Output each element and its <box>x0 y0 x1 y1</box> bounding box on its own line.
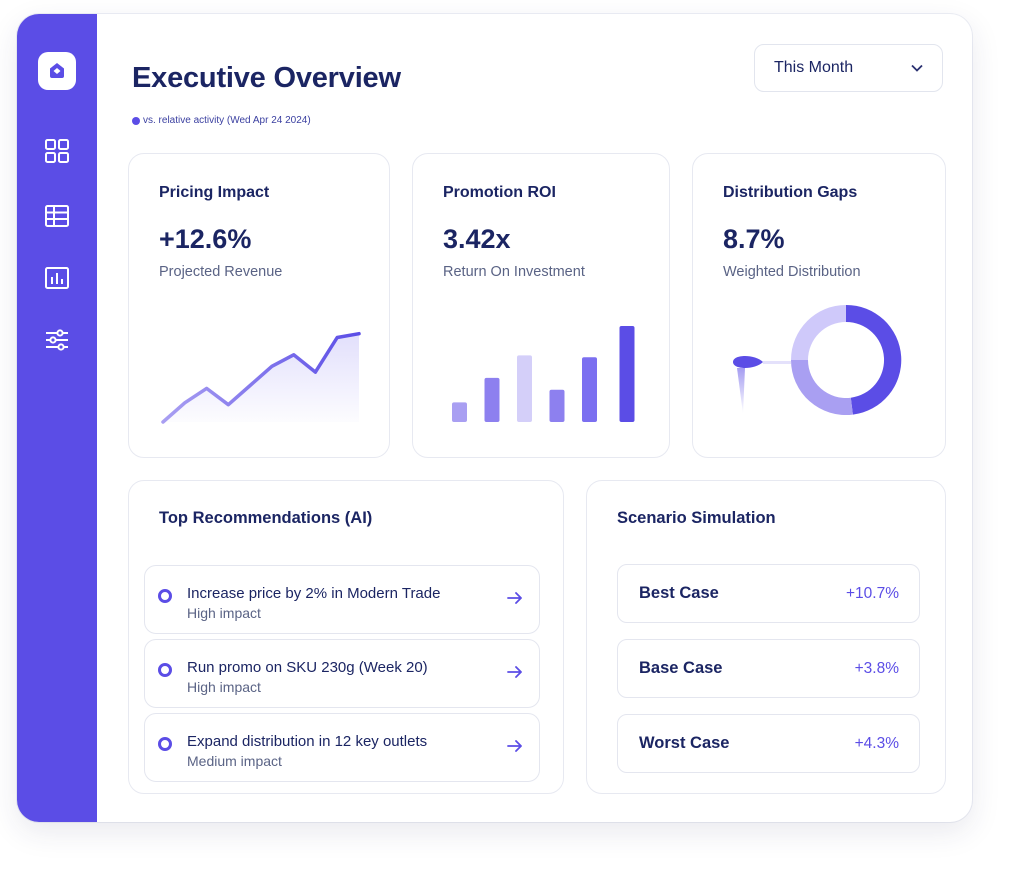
bar-chart-bar <box>619 326 635 422</box>
kpi-value: 3.42x <box>443 224 511 254</box>
scenario-value: +4.3% <box>854 734 899 752</box>
recommendation-impact: Medium impact <box>187 753 282 769</box>
bar-chart <box>452 326 635 422</box>
donut-slice <box>791 360 853 416</box>
recommendation-item[interactable]: Run promo on SKU 230g (Week 20) High imp… <box>144 639 540 708</box>
donut-pointer-marker <box>733 356 763 368</box>
donut-chart <box>733 304 902 416</box>
recommendation-impact: High impact <box>187 605 261 621</box>
donut-slice <box>791 305 846 360</box>
scenario-name: Worst Case <box>639 734 730 752</box>
bar-chart-bar <box>549 389 565 422</box>
kpi-subtitle: Projected Revenue <box>159 264 283 280</box>
recommendation-title: Increase price by 2% in Modern Trade <box>187 585 441 602</box>
scenario-worst-case[interactable]: Worst Case +4.3% <box>617 714 920 773</box>
page-subtitle: vs. relative activity (Wed Apr 24 2024) <box>132 115 311 126</box>
recommendations-title: Top Recommendations (AI) <box>159 509 373 527</box>
main-content: Executive Overview vs. relative activity… <box>97 14 972 822</box>
kpi-card-distribution[interactable]: Distribution Gaps 8.7% Weighted Distribu… <box>692 153 946 458</box>
page-title: Executive Overview <box>132 62 401 94</box>
bar-chart-bar <box>582 357 597 422</box>
sidebar <box>17 14 97 822</box>
kpi-title: Pricing Impact <box>159 184 270 201</box>
arrow-right-icon[interactable] <box>505 588 525 608</box>
scenario-best-case[interactable]: Best Case +10.7% <box>617 564 920 623</box>
scenario-value: +3.8% <box>854 659 899 677</box>
bullet-icon <box>158 737 172 751</box>
bar-chart-icon[interactable] <box>43 264 71 292</box>
period-select-value: This Month <box>774 59 854 76</box>
sliders-icon[interactable] <box>43 326 71 354</box>
kpi-title: Promotion ROI <box>443 184 556 201</box>
app-logo-icon[interactable] <box>38 52 76 90</box>
arrow-right-icon[interactable] <box>505 662 525 682</box>
kpi-title: Distribution Gaps <box>723 184 858 201</box>
scenario-base-case[interactable]: Base Case +3.8% <box>617 639 920 698</box>
kpi-value: +12.6% <box>159 224 252 254</box>
status-dot-icon <box>132 116 140 125</box>
kpi-card-promotion[interactable]: Promotion ROI 3.42x Return On Investment <box>412 153 670 458</box>
bar-chart-bar <box>452 402 467 422</box>
period-select[interactable]: This Month <box>754 44 943 92</box>
recommendation-item[interactable]: Increase price by 2% in Modern Trade Hig… <box>144 565 540 634</box>
app-window: Executive Overview vs. relative activity… <box>17 14 972 822</box>
arrow-right-icon[interactable] <box>505 736 525 756</box>
recommendation-impact: High impact <box>187 679 261 695</box>
bar-chart-bar <box>484 377 500 422</box>
donut-slice <box>846 304 902 415</box>
recommendation-title: Expand distribution in 12 key outlets <box>187 733 428 750</box>
donut-pointer-shadow <box>737 368 745 414</box>
kpi-subtitle: Weighted Distribution <box>723 264 861 280</box>
dashboard-grid-icon[interactable] <box>43 137 71 165</box>
chevron-down-icon <box>911 64 923 72</box>
table-icon[interactable] <box>43 202 71 230</box>
subtitle-text: vs. relative activity (Wed Apr 24 2024) <box>143 115 311 126</box>
donut-pointer-line <box>763 361 791 364</box>
kpi-value: 8.7% <box>723 224 785 254</box>
scenario-title: Scenario Simulation <box>617 509 776 527</box>
bullet-icon <box>158 663 172 677</box>
bullet-icon <box>158 589 172 603</box>
bar-chart-bar <box>517 355 532 422</box>
scenario-name: Best Case <box>639 584 719 602</box>
recommendation-item[interactable]: Expand distribution in 12 key outlets Me… <box>144 713 540 782</box>
kpi-card-pricing[interactable]: Pricing Impact +12.6% Projected Revenue <box>128 153 390 458</box>
line-chart-series <box>161 331 361 424</box>
scenario-name: Base Case <box>639 659 723 677</box>
recommendations-card: Top Recommendations (AI) Increase price … <box>128 480 564 794</box>
scenario-value: +10.7% <box>845 584 899 602</box>
scenario-card: Scenario Simulation Best Case +10.7% Bas… <box>586 480 946 794</box>
line-chart <box>161 331 361 424</box>
kpi-subtitle: Return On Investment <box>443 264 585 280</box>
recommendation-title: Run promo on SKU 230g (Week 20) <box>187 659 428 676</box>
